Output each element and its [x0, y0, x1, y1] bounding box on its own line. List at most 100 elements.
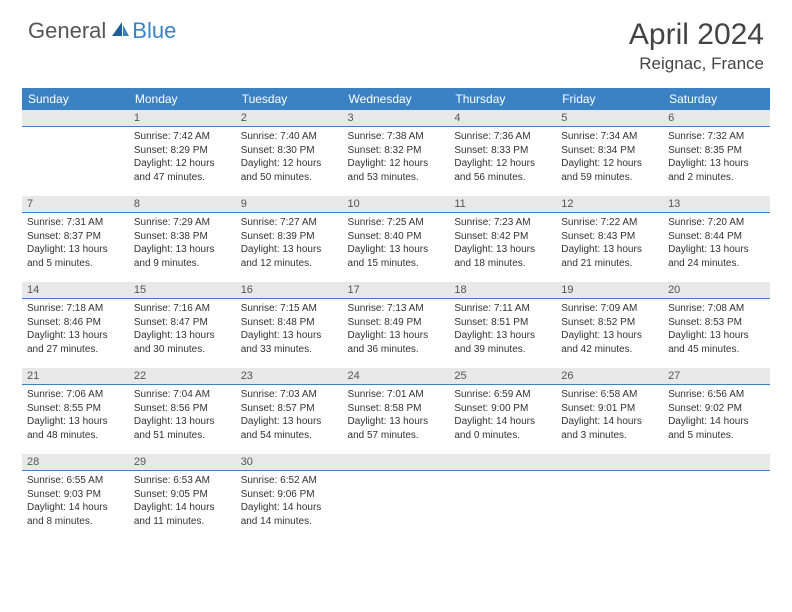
daylight-text: Daylight: 14 hours and 5 minutes.: [668, 415, 765, 442]
calendar-cell: 23Sunrise: 7:03 AMSunset: 8:57 PMDayligh…: [236, 368, 343, 454]
sunset-text: Sunset: 9:05 PM: [134, 488, 231, 502]
calendar-cell: 6Sunrise: 7:32 AMSunset: 8:35 PMDaylight…: [663, 110, 770, 196]
sunset-text: Sunset: 8:47 PM: [134, 316, 231, 330]
daylight-text: Daylight: 14 hours and 8 minutes.: [27, 501, 124, 528]
calendar-week-row: 21Sunrise: 7:06 AMSunset: 8:55 PMDayligh…: [22, 368, 770, 454]
daylight-text: Daylight: 13 hours and 2 minutes.: [668, 157, 765, 184]
daylight-text: Daylight: 12 hours and 47 minutes.: [134, 157, 231, 184]
page-header: General Blue April 2024 Reignac, France: [0, 0, 792, 82]
weekday-header: Wednesday: [343, 88, 450, 110]
sunset-text: Sunset: 8:29 PM: [134, 144, 231, 158]
day-detail: Sunrise: 7:15 AMSunset: 8:48 PMDaylight:…: [236, 299, 343, 360]
sunset-text: Sunset: 8:56 PM: [134, 402, 231, 416]
daylight-text: Daylight: 13 hours and 51 minutes.: [134, 415, 231, 442]
day-detail: Sunrise: 7:20 AMSunset: 8:44 PMDaylight:…: [663, 213, 770, 274]
sunset-text: Sunset: 8:46 PM: [27, 316, 124, 330]
sunset-text: Sunset: 8:33 PM: [454, 144, 551, 158]
calendar-cell: 13Sunrise: 7:20 AMSunset: 8:44 PMDayligh…: [663, 196, 770, 282]
day-detail: Sunrise: 6:52 AMSunset: 9:06 PMDaylight:…: [236, 471, 343, 532]
calendar-cell: [663, 454, 770, 540]
day-detail: Sunrise: 6:55 AMSunset: 9:03 PMDaylight:…: [22, 471, 129, 532]
day-number: 3: [343, 110, 450, 127]
sunset-text: Sunset: 8:35 PM: [668, 144, 765, 158]
daylight-text: Daylight: 13 hours and 39 minutes.: [454, 329, 551, 356]
sail-icon: [110, 20, 130, 43]
daylight-text: Daylight: 13 hours and 27 minutes.: [27, 329, 124, 356]
sunrise-text: Sunrise: 7:04 AM: [134, 388, 231, 402]
sunset-text: Sunset: 8:32 PM: [348, 144, 445, 158]
day-number: 21: [22, 368, 129, 385]
day-number: 8: [129, 196, 236, 213]
day-number: 12: [556, 196, 663, 213]
sunset-text: Sunset: 8:52 PM: [561, 316, 658, 330]
brand-logo: General Blue: [28, 18, 176, 44]
title-block: April 2024 Reignac, France: [629, 18, 764, 74]
sunrise-text: Sunrise: 7:15 AM: [241, 302, 338, 316]
sunset-text: Sunset: 9:01 PM: [561, 402, 658, 416]
calendar-cell: 20Sunrise: 7:08 AMSunset: 8:53 PMDayligh…: [663, 282, 770, 368]
day-detail: Sunrise: 6:56 AMSunset: 9:02 PMDaylight:…: [663, 385, 770, 446]
daylight-text: Daylight: 13 hours and 5 minutes.: [27, 243, 124, 270]
sunrise-text: Sunrise: 7:01 AM: [348, 388, 445, 402]
sunrise-text: Sunrise: 6:55 AM: [27, 474, 124, 488]
sunrise-text: Sunrise: 7:20 AM: [668, 216, 765, 230]
day-detail: Sunrise: 7:01 AMSunset: 8:58 PMDaylight:…: [343, 385, 450, 446]
sunrise-text: Sunrise: 6:52 AM: [241, 474, 338, 488]
sunrise-text: Sunrise: 7:38 AM: [348, 130, 445, 144]
sunset-text: Sunset: 9:06 PM: [241, 488, 338, 502]
day-number: 14: [22, 282, 129, 299]
calendar-cell: 12Sunrise: 7:22 AMSunset: 8:43 PMDayligh…: [556, 196, 663, 282]
day-number: 11: [449, 196, 556, 213]
day-detail: Sunrise: 7:25 AMSunset: 8:40 PMDaylight:…: [343, 213, 450, 274]
day-number-empty: [556, 454, 663, 471]
sunset-text: Sunset: 8:42 PM: [454, 230, 551, 244]
day-number: 26: [556, 368, 663, 385]
calendar-cell: 8Sunrise: 7:29 AMSunset: 8:38 PMDaylight…: [129, 196, 236, 282]
daylight-text: Daylight: 13 hours and 30 minutes.: [134, 329, 231, 356]
sunset-text: Sunset: 8:44 PM: [668, 230, 765, 244]
calendar-cell: [556, 454, 663, 540]
weekday-header: Friday: [556, 88, 663, 110]
day-number: 2: [236, 110, 343, 127]
sunrise-text: Sunrise: 6:56 AM: [668, 388, 765, 402]
day-number: 1: [129, 110, 236, 127]
daylight-text: Daylight: 13 hours and 57 minutes.: [348, 415, 445, 442]
day-detail: Sunrise: 6:59 AMSunset: 9:00 PMDaylight:…: [449, 385, 556, 446]
sunrise-text: Sunrise: 6:59 AM: [454, 388, 551, 402]
day-number: 17: [343, 282, 450, 299]
day-number-empty: [343, 454, 450, 471]
day-number: 15: [129, 282, 236, 299]
calendar-cell: 9Sunrise: 7:27 AMSunset: 8:39 PMDaylight…: [236, 196, 343, 282]
sunset-text: Sunset: 9:02 PM: [668, 402, 765, 416]
calendar-cell: [343, 454, 450, 540]
sunrise-text: Sunrise: 7:06 AM: [27, 388, 124, 402]
weekday-header: Sunday: [22, 88, 129, 110]
day-number: 28: [22, 454, 129, 471]
sunrise-text: Sunrise: 7:09 AM: [561, 302, 658, 316]
day-number: 13: [663, 196, 770, 213]
calendar-cell: 10Sunrise: 7:25 AMSunset: 8:40 PMDayligh…: [343, 196, 450, 282]
day-number: 4: [449, 110, 556, 127]
day-detail: Sunrise: 7:16 AMSunset: 8:47 PMDaylight:…: [129, 299, 236, 360]
weekday-header: Thursday: [449, 88, 556, 110]
sunrise-text: Sunrise: 7:32 AM: [668, 130, 765, 144]
brand-part2: Blue: [132, 18, 176, 44]
day-number: 18: [449, 282, 556, 299]
calendar-cell: 17Sunrise: 7:13 AMSunset: 8:49 PMDayligh…: [343, 282, 450, 368]
sunset-text: Sunset: 8:51 PM: [454, 316, 551, 330]
sunset-text: Sunset: 8:30 PM: [241, 144, 338, 158]
day-detail: Sunrise: 7:22 AMSunset: 8:43 PMDaylight:…: [556, 213, 663, 274]
daylight-text: Daylight: 13 hours and 42 minutes.: [561, 329, 658, 356]
calendar-cell: 28Sunrise: 6:55 AMSunset: 9:03 PMDayligh…: [22, 454, 129, 540]
day-detail: Sunrise: 7:27 AMSunset: 8:39 PMDaylight:…: [236, 213, 343, 274]
day-number-empty: [449, 454, 556, 471]
daylight-text: Daylight: 13 hours and 18 minutes.: [454, 243, 551, 270]
weekday-header: Tuesday: [236, 88, 343, 110]
day-number: 16: [236, 282, 343, 299]
sunrise-text: Sunrise: 6:53 AM: [134, 474, 231, 488]
calendar-cell: 15Sunrise: 7:16 AMSunset: 8:47 PMDayligh…: [129, 282, 236, 368]
daylight-text: Daylight: 13 hours and 48 minutes.: [27, 415, 124, 442]
sunset-text: Sunset: 8:37 PM: [27, 230, 124, 244]
calendar-cell: 24Sunrise: 7:01 AMSunset: 8:58 PMDayligh…: [343, 368, 450, 454]
day-number: 19: [556, 282, 663, 299]
